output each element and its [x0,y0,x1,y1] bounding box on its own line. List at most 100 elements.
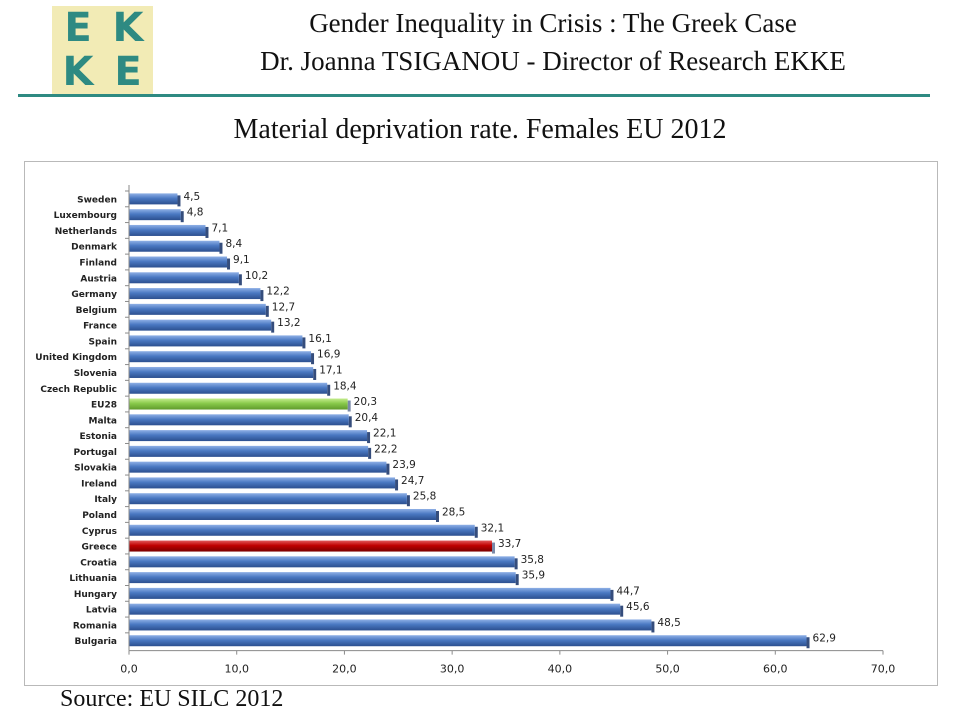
bar [129,445,369,457]
value-label: 25,8 [413,491,436,503]
value-label: 28,5 [442,506,465,518]
category-label: Belgium [76,306,117,316]
category-label: Italy [94,495,117,505]
bar [129,556,515,568]
category-label: Ireland [81,479,117,489]
bar [129,572,516,584]
value-label: 4,8 [187,207,204,219]
value-label: 45,6 [626,601,650,613]
value-label: 20,4 [355,412,379,424]
value-label: 17,1 [319,364,342,376]
category-label: Latvia [86,606,117,616]
logo-letter: E [114,49,142,95]
bar-shadow [514,558,518,570]
bar [129,587,611,599]
bar [129,540,492,552]
category-label: Germany [71,290,117,300]
bar-shadow [265,305,269,317]
bar-shadow [219,242,223,254]
category-label: Denmark [71,243,118,253]
value-label: 9,1 [233,254,250,266]
bar-shadow [180,211,184,223]
x-tick-label: 20,0 [332,663,357,676]
category-label: Lithuania [69,574,117,584]
x-tick-label: 50,0 [655,663,680,676]
bar [129,256,228,268]
bar-shadow [474,526,478,538]
bar-shadow [311,353,315,365]
bar [129,603,621,615]
value-label: 33,7 [498,538,521,550]
bar [129,461,387,473]
header-title: Gender Inequality in Crisis : The Greek … [309,8,797,38]
bar [129,619,652,631]
category-label: Netherlands [55,227,117,237]
bar-shadow [271,321,275,333]
bar [129,335,303,347]
bar-shadow [302,337,306,349]
category-label: Portugal [73,448,117,458]
category-label: Finland [79,259,117,269]
bar-shadow [367,432,371,444]
bar-shadow [238,274,242,286]
x-tick-label: 10,0 [224,663,249,676]
bar-shadow [205,226,209,238]
bar [129,493,407,505]
bar [129,635,807,647]
value-label: 20,3 [354,396,377,408]
header-subtitle: Dr. Joanna TSIGANOU - Director of Resear… [260,46,846,76]
bar-shadow [806,637,810,649]
value-label: 12,7 [272,301,295,313]
bar [129,303,266,315]
bar [129,382,328,394]
value-label: 44,7 [616,585,639,597]
x-tick-label: 30,0 [440,663,465,676]
category-label: Slovenia [74,369,117,379]
value-label: 62,9 [813,633,836,645]
category-label: United Kingdom [35,353,117,363]
bar-shadow [368,447,372,459]
bar-shadow [651,621,655,633]
bar-shadow [406,495,410,507]
bar-shadow [395,479,399,491]
x-tick-label: 40,0 [548,663,573,676]
value-label: 22,1 [373,428,396,440]
category-label: Sweden [77,195,117,205]
category-label: Estonia [79,432,117,442]
value-label: 12,2 [266,286,289,298]
bar [129,430,368,442]
bar-shadow [348,416,352,428]
category-label: EU28 [91,401,117,411]
value-label: 18,4 [333,380,357,392]
header-divider [18,94,930,97]
category-label: France [83,322,117,332]
value-label: 4,5 [183,191,200,203]
category-label: Bulgaria [75,637,117,647]
category-label: Luxembourg [54,211,117,221]
bar-shadow [491,542,495,554]
chart-title: Material deprivation rate. Females EU 20… [233,114,727,145]
bar-shadow [177,195,181,207]
value-label: 23,9 [392,459,415,471]
logo-letter: E [64,5,92,51]
bar-shadow [515,574,519,586]
bar [129,209,181,221]
category-label: Romania [73,621,117,631]
bar [129,477,396,489]
value-label: 8,4 [225,238,242,250]
value-label: 16,1 [308,333,331,345]
bar-shadow [435,510,439,522]
bar-chart: Sweden 4,5 Luxembourg 4,8 Netherlands 7,1 Denm… [35,185,895,676]
value-label: 7,1 [211,222,228,234]
ekke-logo: E K K E [52,6,153,94]
bar [129,398,348,410]
category-label: Spain [89,337,118,347]
category-label: Malta [89,416,118,426]
category-label: Austria [80,274,117,284]
bar [129,193,178,205]
bar-shadow [313,368,317,380]
bar [129,351,312,363]
bar [129,224,206,236]
value-label: 32,1 [481,522,504,534]
x-tick-label: 60,0 [763,663,788,676]
